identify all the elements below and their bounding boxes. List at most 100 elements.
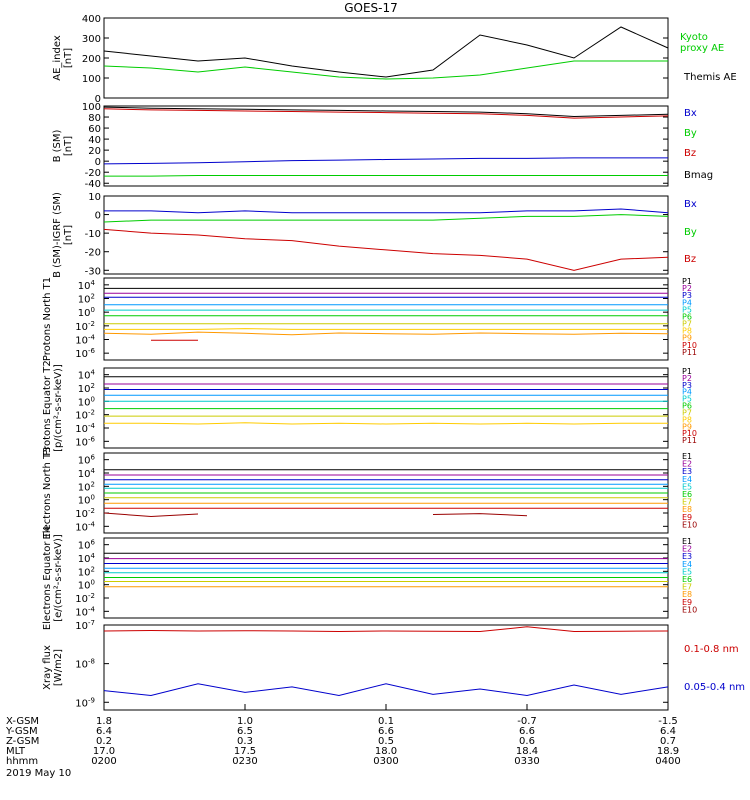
x-axis-date: 2019 May 10 xyxy=(6,768,71,779)
legend-label: proxy AE xyxy=(680,43,724,54)
y-axis-label: B (SM)-IGRF (SM) xyxy=(52,192,63,278)
legend-label: By xyxy=(684,128,697,139)
legend-label: 0.05-0.4 nm xyxy=(684,682,745,693)
y-tick-label: 102 xyxy=(78,565,95,578)
y-tick-label: 102 xyxy=(78,293,95,306)
legend-label: E5 xyxy=(682,482,692,491)
series-line-by xyxy=(103,214,669,223)
series-line-kyoto-proxy-ae xyxy=(103,60,668,80)
x-axis-row-value: 0.1 xyxy=(378,716,394,727)
legend-label: Themis AE xyxy=(683,72,737,83)
y-tick-label: 100 xyxy=(82,102,101,113)
y-tick-label: 100 xyxy=(78,579,95,592)
y-axis-unit: [nT] xyxy=(63,136,74,156)
y-tick-label: 40 xyxy=(88,135,101,146)
y-tick-label: 106 xyxy=(78,454,96,467)
y-axis-unit: [W/m2] xyxy=(53,649,64,686)
x-axis-row-value: 6.6 xyxy=(378,726,394,737)
y-tick-label: 10-6 xyxy=(75,347,95,360)
x-axis-row-value: 0200 xyxy=(91,756,116,767)
legend-label: E2 xyxy=(682,460,692,469)
legend-label: E10 xyxy=(682,605,697,614)
x-axis-row-label: Y-GSM xyxy=(5,726,38,737)
y-tick-label: 60 xyxy=(88,124,101,135)
x-axis-row-value: 0400 xyxy=(655,756,680,767)
x-axis-row-value: 17.5 xyxy=(234,746,256,757)
x-axis-row-value: 18.9 xyxy=(657,746,679,757)
x-axis-row-value: 6.4 xyxy=(96,726,112,737)
y-tick-label: 100 xyxy=(78,395,95,408)
legend-label: P5 xyxy=(682,395,692,404)
legend-label: E1 xyxy=(682,452,692,461)
y-axis-label: B (SM) xyxy=(52,129,63,162)
legend-label: Bx xyxy=(684,108,697,119)
series-line-0-05-0-4-nm xyxy=(103,683,669,697)
y-tick-label: -30 xyxy=(85,266,101,277)
legend-label: P9 xyxy=(682,334,692,343)
panel-frame xyxy=(103,277,669,361)
y-tick-label: 10-4 xyxy=(75,605,95,618)
x-axis-row-value: 0.2 xyxy=(96,736,112,747)
series-line-e10 xyxy=(104,513,621,517)
legend-label: P6 xyxy=(682,312,692,321)
panel-frame xyxy=(103,17,669,99)
legend-label: P9 xyxy=(682,422,692,431)
legend-label: Bx xyxy=(684,199,697,210)
x-axis-row-value: -0.7 xyxy=(517,716,537,727)
legend-label: P10 xyxy=(682,341,697,350)
x-axis-row-label: MLT xyxy=(6,746,26,757)
legend-label: E6 xyxy=(682,490,692,499)
panel-frame xyxy=(103,624,669,711)
legend-label: P11 xyxy=(682,436,697,445)
series-line-bx xyxy=(103,157,668,165)
x-axis-row-value: 6.6 xyxy=(519,726,535,737)
y-tick-label: 10-6 xyxy=(75,435,95,448)
y-tick-label: 10-7 xyxy=(75,619,95,632)
legend-label: E4 xyxy=(682,560,692,569)
series-line-0-1-0-8-nm xyxy=(103,626,669,633)
y-axis-unit: [nT] xyxy=(63,225,74,245)
legend-label: P7 xyxy=(682,408,692,417)
y-tick-label: 10-2 xyxy=(75,592,95,605)
legend-label: E8 xyxy=(682,505,692,514)
y-tick-label: -20 xyxy=(85,168,101,179)
panel-frame xyxy=(103,367,669,449)
series-line-p8 xyxy=(104,422,668,425)
y-tick-label: 0 xyxy=(95,94,101,105)
series-line-p8 xyxy=(104,328,668,330)
series-line-p9 xyxy=(103,331,669,336)
y-tick-label: 10-4 xyxy=(75,334,95,347)
y-tick-label: 10-4 xyxy=(75,520,95,533)
legend-label: Bz xyxy=(684,254,696,265)
x-axis-row-label: Z-GSM xyxy=(6,736,39,747)
legend-label: P6 xyxy=(682,402,692,411)
y-axis-label: Xray flux xyxy=(42,645,53,690)
x-axis-row-value: 1.0 xyxy=(237,716,253,727)
legend-label: P11 xyxy=(682,348,697,357)
y-tick-label: 100 xyxy=(78,306,95,319)
legend-label: E10 xyxy=(682,520,697,529)
x-axis-row-label: hhmm xyxy=(6,756,38,767)
y-tick-label: -10 xyxy=(85,229,101,240)
legend-label: P8 xyxy=(682,327,692,336)
legend-label: P5 xyxy=(682,305,692,314)
legend-label: Bmag xyxy=(684,170,713,181)
y-axis-unit: [nT] xyxy=(63,48,74,68)
y-tick-label: 300 xyxy=(82,34,101,45)
legend-label: E7 xyxy=(682,583,692,592)
plot-title: GOES-17 xyxy=(344,1,398,15)
legend-label: E2 xyxy=(682,545,692,554)
legend-label: P8 xyxy=(682,415,692,424)
series-line-bz xyxy=(103,108,669,119)
y-tick-label: 400 xyxy=(82,14,101,25)
y-tick-label: 80 xyxy=(88,113,101,124)
x-axis-row-value: 0.3 xyxy=(237,736,253,747)
y-tick-label: 104 xyxy=(78,279,96,292)
x-axis-row-label: X-GSM xyxy=(6,716,39,727)
x-axis-row-value: 0.7 xyxy=(660,736,676,747)
y-axis-label: AE_index xyxy=(52,35,63,81)
series-line-bmag xyxy=(103,106,669,118)
x-axis-row-value: 0330 xyxy=(514,756,539,767)
x-axis-row-value: 0230 xyxy=(232,756,257,767)
